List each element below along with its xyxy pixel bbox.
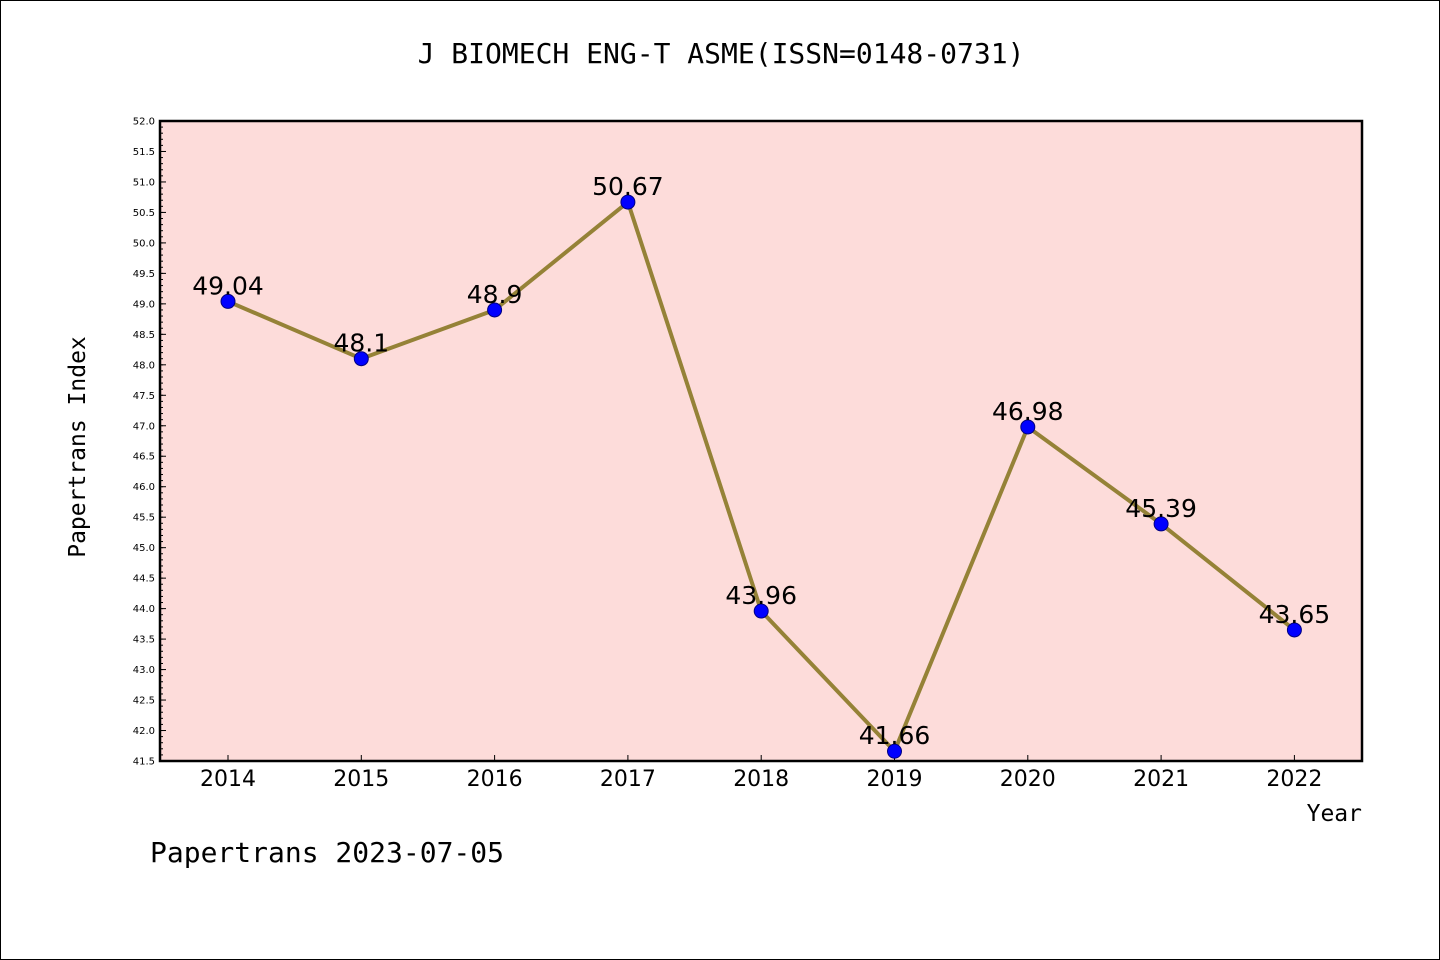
y-tick-label: 42.5 xyxy=(133,696,155,707)
data-point xyxy=(1286,622,1302,638)
y-tick-label: 49.5 xyxy=(133,269,155,280)
data-label: 48.1 xyxy=(333,329,389,358)
x-tick-label: 2019 xyxy=(867,767,923,792)
data-label: 48.9 xyxy=(467,280,523,309)
y-tick-label: 46.0 xyxy=(133,482,155,493)
y-tick-label: 52.0 xyxy=(133,117,155,128)
y-tick-label: 50.5 xyxy=(133,208,155,219)
plot-area xyxy=(160,121,1362,761)
x-tick-label: 2020 xyxy=(1000,767,1056,792)
y-tick-label: 49.0 xyxy=(133,299,155,310)
y-tick-label: 46.5 xyxy=(133,452,155,463)
x-tick-label: 2022 xyxy=(1266,767,1322,792)
data-point xyxy=(753,603,769,619)
x-tick-label: 2015 xyxy=(333,767,389,792)
data-point xyxy=(220,293,236,309)
data-label: 43.96 xyxy=(725,581,797,610)
x-tick-label: 2018 xyxy=(733,767,789,792)
footer-credit: Papertrans 2023-07-05 xyxy=(150,836,505,869)
data-point xyxy=(1153,516,1169,532)
data-label: 41.66 xyxy=(859,721,931,750)
y-tick-label: 45.0 xyxy=(133,543,155,554)
y-tick-label: 51.0 xyxy=(133,177,155,188)
y-tick-label: 44.0 xyxy=(133,604,155,615)
x-tick-label: 2014 xyxy=(200,767,256,792)
y-tick-label: 44.5 xyxy=(133,574,155,585)
data-label: 49.04 xyxy=(192,271,264,300)
data-label: 45.39 xyxy=(1125,494,1197,523)
y-tick-label: 47.5 xyxy=(133,391,155,402)
y-tick-label: 43.0 xyxy=(133,665,155,676)
data-label: 46.98 xyxy=(992,397,1064,426)
y-tick-label: 47.0 xyxy=(133,421,155,432)
y-tick-label: 45.5 xyxy=(133,513,155,524)
x-tick-label: 2021 xyxy=(1133,767,1189,792)
data-point xyxy=(620,194,636,210)
x-tick-label: 2016 xyxy=(467,767,523,792)
data-point xyxy=(1020,419,1036,435)
y-tick-label: 43.5 xyxy=(133,635,155,646)
y-tick-label: 48.0 xyxy=(133,360,155,371)
y-tick-label: 50.0 xyxy=(133,238,155,249)
chart-title: J BIOMECH ENG-T ASME(ISSN=0148-0731) xyxy=(417,37,1025,70)
y-tick-label: 51.5 xyxy=(133,147,155,158)
plot-frame xyxy=(158,119,1364,763)
data-point xyxy=(353,351,369,367)
y-tick-label: 42.0 xyxy=(133,726,155,737)
y-axis-label: Papertrans Index xyxy=(65,336,91,558)
x-tick-label: 2017 xyxy=(600,767,656,792)
x-axis-label: Year xyxy=(1307,801,1362,827)
data-label: 43.65 xyxy=(1259,600,1331,629)
data-label: 50.67 xyxy=(592,172,664,201)
data-point xyxy=(487,302,503,318)
y-tick-label: 48.5 xyxy=(133,330,155,341)
y-tick-label: 41.5 xyxy=(133,757,155,768)
data-point xyxy=(887,743,902,759)
